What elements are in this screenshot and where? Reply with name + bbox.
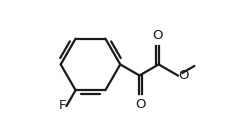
Text: F: F (58, 99, 66, 112)
Text: O: O (151, 29, 162, 42)
Text: O: O (178, 69, 188, 82)
Text: O: O (135, 98, 145, 111)
